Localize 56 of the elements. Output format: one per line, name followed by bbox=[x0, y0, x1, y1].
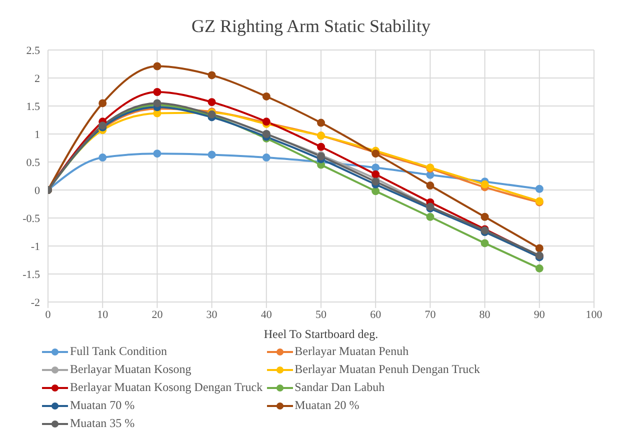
legend-label: Berlayar Muatan Penuh Dengan Truck bbox=[294, 362, 480, 377]
point bbox=[372, 170, 380, 178]
point bbox=[208, 150, 216, 159]
x-tick-label: 70 bbox=[424, 308, 436, 321]
point bbox=[98, 99, 107, 108]
x-tick-label: 60 bbox=[370, 308, 382, 321]
x-tick-label: 30 bbox=[206, 308, 218, 321]
x-tick-label: 0 bbox=[45, 308, 52, 321]
chart-title: GZ Righting Arm Static Stability bbox=[190, 15, 432, 38]
y-tick-label: 0 bbox=[34, 184, 40, 197]
y-tick-label: -0.5 bbox=[22, 212, 40, 225]
x-tick-label: 40 bbox=[260, 308, 272, 321]
legend-label: Berlayar Muatan Penuh bbox=[294, 344, 409, 359]
legend-label: Muatan 20 % bbox=[294, 398, 360, 413]
x-tick-label: 10 bbox=[97, 308, 109, 321]
legend-label: Sandar Dan Labuh bbox=[294, 380, 385, 395]
legend-label: Full Tank Condition bbox=[70, 344, 167, 359]
x-tick-label: 80 bbox=[479, 308, 491, 321]
point bbox=[535, 184, 544, 193]
y-tick-label: -2 bbox=[30, 296, 40, 309]
y-tick-label: 1.5 bbox=[26, 100, 40, 113]
point bbox=[153, 88, 162, 96]
point bbox=[426, 212, 434, 221]
point bbox=[480, 239, 489, 248]
y-tick-label: 0.5 bbox=[26, 156, 40, 169]
x-tick-label: 100 bbox=[586, 308, 603, 321]
point bbox=[262, 92, 270, 100]
point bbox=[98, 154, 107, 162]
y-tick-label: 2.5 bbox=[26, 44, 40, 57]
legend-label: Muatan 35 % bbox=[70, 416, 135, 431]
y-tick-label: -1 bbox=[30, 240, 40, 253]
point bbox=[535, 264, 544, 272]
legend-label: Berlayar Muatan Kosong bbox=[70, 362, 192, 377]
legend-label: Muatan 70 % bbox=[70, 398, 135, 413]
x-axis-title: Heel To Startboard deg. bbox=[264, 327, 378, 341]
x-tick-label: 90 bbox=[534, 308, 546, 321]
point bbox=[153, 62, 162, 70]
point bbox=[208, 71, 216, 80]
point bbox=[372, 164, 380, 172]
point bbox=[535, 244, 544, 252]
y-tick-label: 1 bbox=[34, 128, 40, 141]
point bbox=[317, 118, 325, 127]
x-tick-label: 20 bbox=[152, 308, 164, 321]
y-tick-label: -1.5 bbox=[22, 268, 40, 281]
point bbox=[153, 150, 162, 158]
point bbox=[480, 180, 489, 188]
point bbox=[480, 212, 489, 221]
point bbox=[372, 178, 380, 186]
legend-label: Berlayar Muatan Kosong Dengan Truck bbox=[70, 380, 263, 395]
point bbox=[372, 187, 380, 196]
y-tick-label: 2 bbox=[34, 72, 40, 85]
point bbox=[208, 98, 216, 106]
x-tick-label: 50 bbox=[316, 308, 327, 321]
point bbox=[262, 154, 270, 162]
point bbox=[426, 182, 434, 190]
point bbox=[317, 142, 325, 151]
